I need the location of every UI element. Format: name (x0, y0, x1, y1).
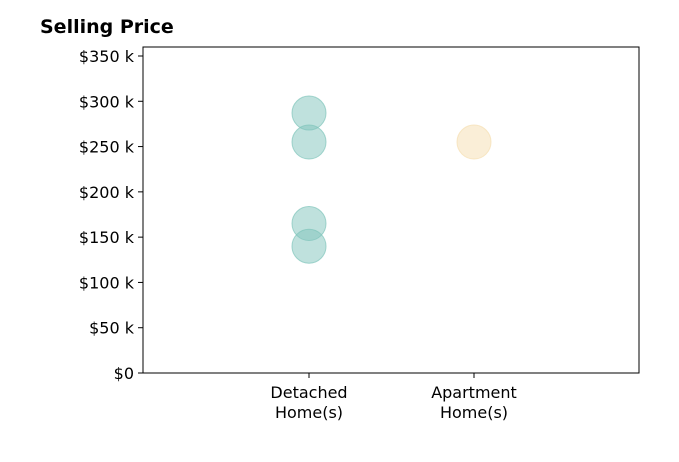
y-tick-label: $350 k (79, 47, 135, 66)
x-tick-label: Detached Home(s) (270, 383, 347, 422)
y-tick-label: $100 k (79, 273, 135, 292)
y-tick-label: $300 k (79, 92, 135, 111)
y-tick-label: $0 (114, 364, 134, 383)
data-point (456, 124, 492, 160)
chart-title: Selling Price (40, 16, 174, 38)
x-axis: Detached Home(s) Apartment Home(s) (270, 373, 517, 422)
y-tick-label: $50 k (89, 319, 135, 338)
data-point (291, 228, 327, 264)
y-tick-label: $250 k (79, 138, 135, 157)
x-tick-label: Apartment Home(s) (431, 383, 517, 422)
y-tick-label: $150 k (79, 228, 135, 247)
y-axis: $0 $50 k $100 k $150 k $200 k $250 k $300 k $35… (79, 47, 143, 383)
y-tick-label: $200 k (79, 183, 135, 202)
data-points (291, 95, 492, 264)
plot-area (142, 46, 640, 374)
data-point (291, 124, 327, 160)
